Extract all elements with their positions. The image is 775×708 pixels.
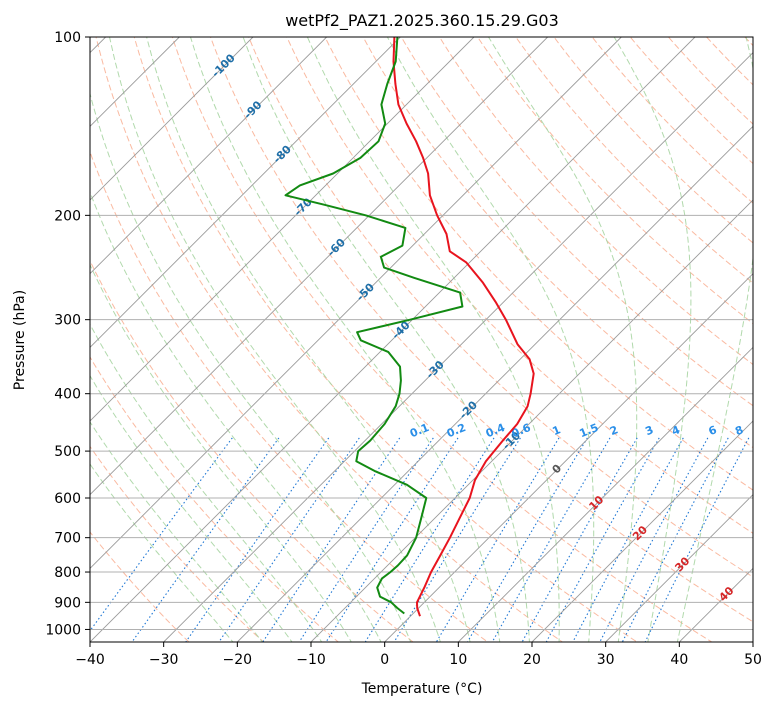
isotherm-line xyxy=(605,494,753,642)
moist-adiabat-line xyxy=(613,37,692,642)
dry-adiabat-line xyxy=(591,37,753,204)
x-tick-label: 20 xyxy=(523,652,541,668)
x-tick-label: 0 xyxy=(380,652,389,668)
x-tick-label: −30 xyxy=(149,652,179,668)
mixing-ratio-line xyxy=(218,437,360,642)
isotherm-line xyxy=(90,37,475,422)
isotherm-line xyxy=(384,273,753,642)
moist-adiabat-line xyxy=(488,37,638,642)
dry-adiabat-line xyxy=(90,356,340,642)
chart-title: wetPf2_PAZ1.2025.360.15.29.G03 xyxy=(285,11,559,31)
mixing-ratio-line xyxy=(644,437,750,642)
mixing-ratio-line xyxy=(262,437,401,642)
dry-adiabat-line xyxy=(248,37,753,578)
dewpoint-profile-line xyxy=(284,37,464,615)
x-tick-label: 30 xyxy=(597,652,615,668)
isotherm-line xyxy=(90,37,254,201)
dry-adiabat-line xyxy=(209,37,753,623)
dry-adiabat-line xyxy=(515,37,753,284)
y-tick-label: 700 xyxy=(54,531,81,547)
dry-adiabat-line xyxy=(286,37,753,534)
moist-adiabat-line xyxy=(190,37,501,642)
dry-adiabat-line xyxy=(133,37,638,642)
dry-adiabat-line xyxy=(90,259,414,642)
y-tick-label: 100 xyxy=(54,30,81,46)
mixing-ratio-label: 2 xyxy=(608,423,620,438)
y-tick-label: 900 xyxy=(54,595,81,611)
isotherm-line xyxy=(237,125,753,642)
dry-adiabat-line xyxy=(438,37,753,366)
mixing-ratio-line xyxy=(599,437,709,642)
dry-adiabat-line xyxy=(770,24,775,645)
isotherm-line xyxy=(531,420,753,642)
plot-frame xyxy=(89,36,754,643)
moist-adiabat-line xyxy=(676,37,753,642)
isotherm-line xyxy=(90,37,401,348)
y-axis-label: Pressure (hPa) xyxy=(12,290,28,390)
x-tick-label: −40 xyxy=(75,652,105,668)
mixing-ratio-line xyxy=(364,437,495,642)
dry-adiabat-line xyxy=(324,37,753,491)
moist-adiabat-line xyxy=(306,37,560,642)
dry-adiabat-line xyxy=(90,531,190,642)
mixing-ratio-line xyxy=(298,437,434,642)
y-tick-label: 1000 xyxy=(45,622,81,638)
mixing-ratio-line xyxy=(621,437,729,642)
isotherm-line xyxy=(90,37,327,275)
axis-ticks: −40 −30 −20 −10 0 10 20 30 40 50 100 200 300 400 500 60… xyxy=(45,30,762,668)
y-tick-label: 300 xyxy=(54,313,81,329)
mixing-ratio-line xyxy=(393,437,521,642)
x-tick-label: 50 xyxy=(744,652,762,668)
dry-adiabat-line xyxy=(171,37,713,642)
moist-adiabat-line xyxy=(386,37,595,642)
mixing-ratio-label: 8 xyxy=(733,423,745,438)
mixing-ratio-line xyxy=(131,437,280,642)
profiles xyxy=(284,37,535,617)
y-tick-label: 500 xyxy=(54,444,81,460)
dry-adiabat-line xyxy=(95,37,564,642)
dry-adiabat-line xyxy=(629,37,753,165)
isotherm-line xyxy=(90,37,548,496)
isotherm-line xyxy=(310,199,753,642)
mixing-ratio-line xyxy=(325,437,459,642)
temperature-profile-line xyxy=(392,37,535,617)
moist-adiabat-line xyxy=(146,37,471,642)
x-tick-label: −20 xyxy=(223,652,253,668)
mixing-ratio-line xyxy=(90,437,233,632)
mixing-ratio-line xyxy=(435,437,560,642)
dry-adiabat-line xyxy=(362,37,753,449)
y-tick-label: 600 xyxy=(54,491,81,507)
mixing-ratio-label: 1 xyxy=(551,423,563,438)
isotherm-line xyxy=(458,346,753,642)
moist-adiabat-line xyxy=(242,37,530,642)
y-tick-label: 400 xyxy=(54,387,81,403)
x-tick-label: 40 xyxy=(670,652,688,668)
isotherm-line xyxy=(163,52,753,642)
isotherm-line xyxy=(90,37,622,569)
mixing-ratio-line xyxy=(572,437,684,642)
mixing-ratio-label: 10 xyxy=(751,422,770,440)
mixing-ratio-line xyxy=(466,437,588,642)
mixing-ratio-label: 3 xyxy=(643,423,655,438)
x-tick-label: −10 xyxy=(296,652,326,668)
moist-adiabat-line xyxy=(109,37,441,642)
y-tick-label: 200 xyxy=(54,208,81,224)
x-tick-label: 10 xyxy=(449,652,467,668)
mixing-ratio-line xyxy=(491,437,611,642)
x-axis-label: Temperature (°C) xyxy=(361,681,483,697)
isotherm-line xyxy=(90,37,696,642)
dry-adiabat-line xyxy=(477,37,753,325)
isotherm-line xyxy=(752,641,753,642)
y-tick-label: 800 xyxy=(54,565,81,581)
